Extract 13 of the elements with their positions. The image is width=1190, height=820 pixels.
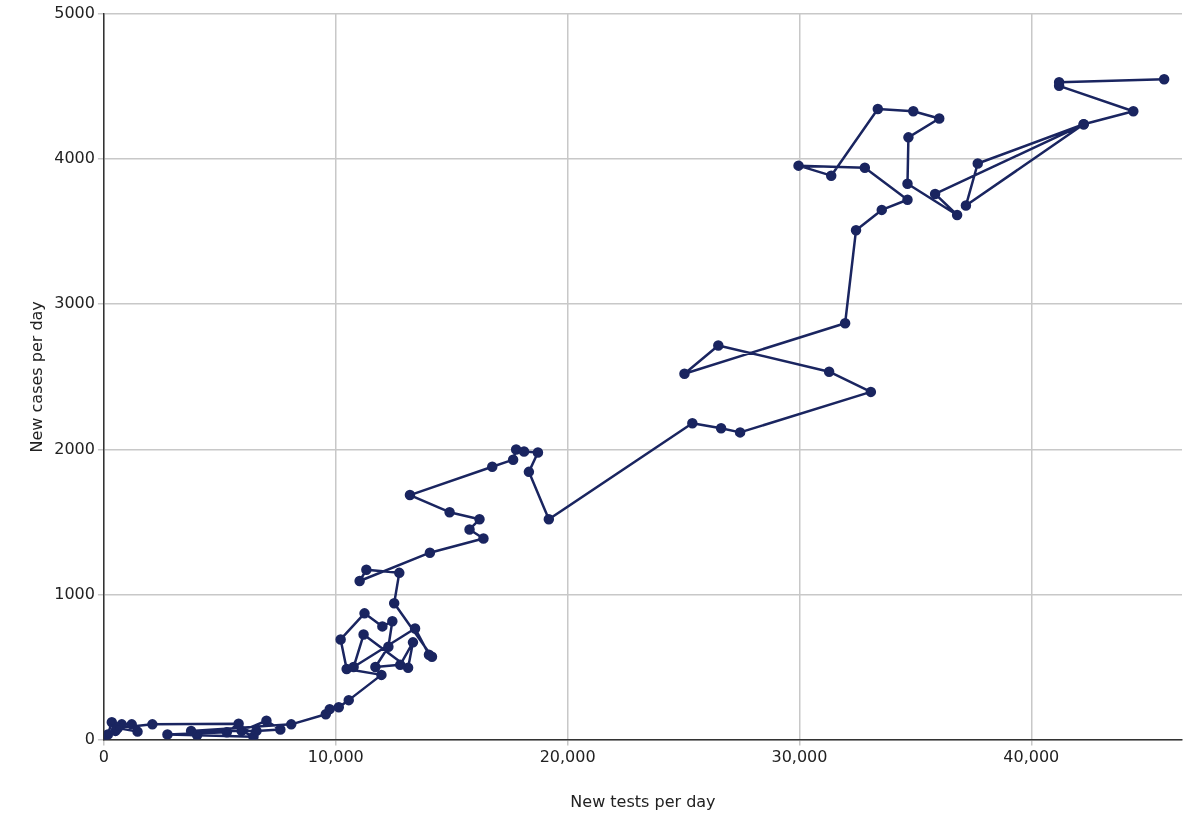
y-tick-label: 5000: [54, 3, 95, 23]
y-tick-label: 2000: [54, 438, 95, 458]
y-tick-label: 3000: [54, 293, 95, 313]
y-tick-label: 4000: [54, 148, 95, 168]
y-tick-label: 1000: [54, 583, 95, 603]
x-tick-label: 40,000: [1003, 747, 1060, 767]
x-axis-title: New tests per day: [570, 791, 716, 811]
x-tick-label: 0: [98, 747, 110, 767]
x-tick-label: 30,000: [771, 747, 828, 767]
x-tick-label: 10,000: [307, 747, 364, 767]
y-axis-title: New cases per day: [26, 301, 46, 453]
x-tick-label: 20,000: [539, 747, 596, 767]
y-tick-label: 0: [84, 728, 95, 748]
